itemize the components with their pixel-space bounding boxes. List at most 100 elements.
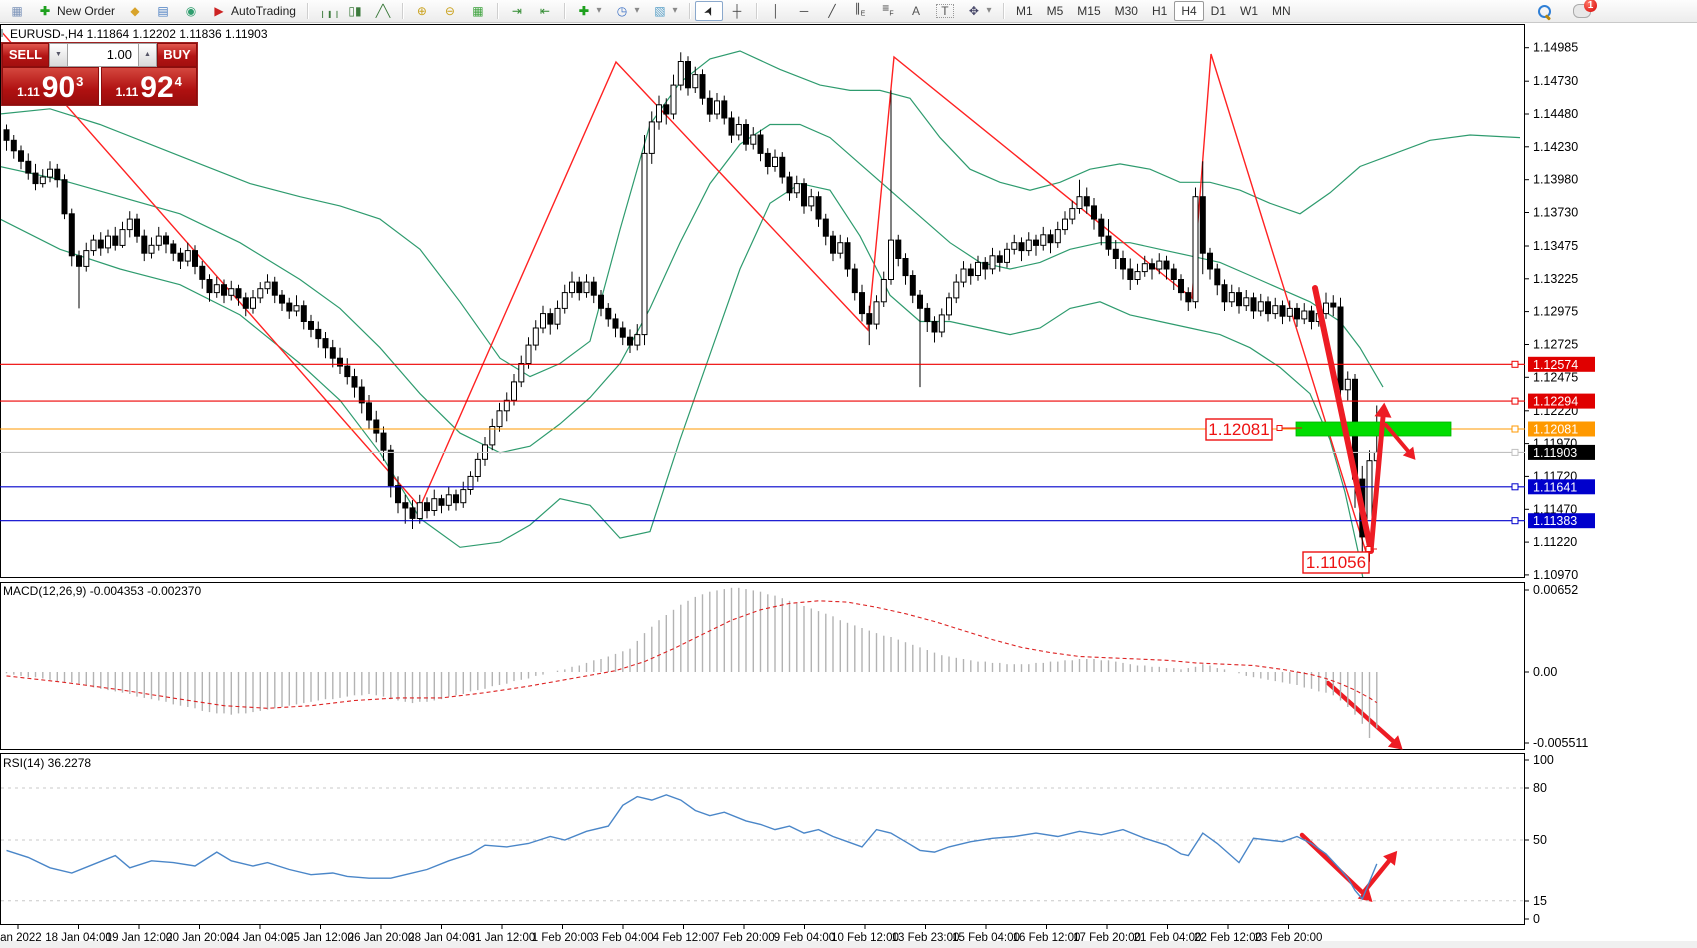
navigator-icon[interactable]: ◉ <box>177 1 205 21</box>
svg-text:1.13980: 1.13980 <box>1533 173 1578 187</box>
svg-text:50: 50 <box>1533 833 1547 847</box>
candlestick-chart-icon[interactable]: ▯▮ <box>341 1 369 21</box>
svg-text:0: 0 <box>1533 912 1540 926</box>
equidistant-channel-icon[interactable]: ∥E <box>846 1 874 21</box>
price-text-labels: 1.12081 1.11056 <box>1205 418 1377 574</box>
symbol-ohlc-line: EURUSD-,H4 1.11864 1.12202 1.11836 1.119… <box>10 27 268 41</box>
new-order-label: New Order <box>57 4 116 18</box>
svg-text:1.13475: 1.13475 <box>1533 239 1578 253</box>
svg-text:1.12081: 1.12081 <box>1208 420 1269 439</box>
rsi-label: RSI(14) 36.2278 <box>3 756 92 770</box>
text-label-1.12081[interactable]: 1.12081 <box>1205 418 1302 441</box>
notifications-icon[interactable]: 1 <box>1567 0 1597 21</box>
timeframe-w1[interactable]: W1 <box>1233 1 1265 21</box>
horizontal-line-icon[interactable]: ─ <box>790 1 818 21</box>
crosshair-icon[interactable]: ┼ <box>723 1 751 21</box>
macd-pane <box>5 587 1378 738</box>
zigzag-line[interactable] <box>0 30 1367 553</box>
price-badge-1.11641: 1.11641 <box>1528 479 1595 495</box>
volume-decrease-button[interactable]: ▼ <box>49 43 68 67</box>
text-label-1.11056[interactable]: 1.11056 <box>1302 546 1377 574</box>
auto-scroll-icon[interactable]: ⇥ <box>503 1 531 21</box>
svg-text:1.12574: 1.12574 <box>1533 358 1578 372</box>
macd-label: MACD(12,26,9) -0.004353 -0.002370 <box>3 584 202 598</box>
svg-text:1.13730: 1.13730 <box>1533 206 1578 220</box>
new-order-button[interactable]: ✚ New Order <box>31 1 121 21</box>
sell-price-button[interactable]: 1.11 90 3 <box>2 67 99 105</box>
svg-text:1.11383: 1.11383 <box>1533 514 1577 528</box>
svg-text:1.14480: 1.14480 <box>1533 107 1578 121</box>
chart-shift-icon[interactable]: ⇤ <box>531 1 559 21</box>
timeframe-h1[interactable]: H1 <box>1145 1 1174 21</box>
one-click-trading-panel: SELL ▼ 1.00 ▲ BUY 1.11 90 3 1.11 92 4 <box>1 42 198 106</box>
indicators-icon[interactable]: ✚ ▾ <box>570 1 608 21</box>
price-badge-1.11903: 1.11903 <box>1528 444 1595 460</box>
svg-text:1.11903: 1.11903 <box>1533 446 1577 460</box>
svg-text:1.14730: 1.14730 <box>1533 74 1578 88</box>
cursor-icon[interactable]: ➤ <box>694 1 723 21</box>
timeframe-group: M1 M5 M15 M30 H1 H4 D1 W1 MN <box>1006 0 1301 22</box>
svg-text:-0.005511: -0.005511 <box>1533 736 1588 750</box>
candles <box>3 52 1380 564</box>
fibonacci-icon[interactable]: ≡F <box>874 1 902 21</box>
price-badge-1.11383: 1.11383 <box>1528 513 1595 529</box>
horizontal-lines <box>0 360 1525 525</box>
volume-input[interactable]: 1.00 <box>68 43 138 67</box>
svg-text:1.11220: 1.11220 <box>1533 535 1577 549</box>
new-order-icon: ✚ <box>39 4 51 18</box>
bar-chart-icon[interactable]: ╷╻╷ <box>313 1 341 21</box>
timeframe-h4[interactable]: H4 <box>1174 1 1204 21</box>
autotrading-button[interactable]: ▶ AutoTrading <box>205 1 302 21</box>
autotrading-icon: ▶ <box>214 4 224 18</box>
buy-button[interactable]: BUY <box>157 43 197 67</box>
buy-price-button[interactable]: 1.11 92 4 <box>100 67 197 105</box>
styler-icon[interactable]: ◆ <box>121 1 149 21</box>
timeframe-m30[interactable]: M30 <box>1108 1 1145 21</box>
sell-button[interactable]: SELL <box>2 43 49 67</box>
new-chart-icon[interactable]: ▦ <box>3 1 31 21</box>
svg-text:1.14230: 1.14230 <box>1533 140 1578 154</box>
svg-text:1.12975: 1.12975 <box>1533 305 1578 319</box>
periods-icon[interactable]: ◷ ▾ <box>608 1 646 21</box>
svg-text:0.00: 0.00 <box>1533 665 1557 679</box>
window-bottom-strip <box>0 941 1697 948</box>
pane-borders <box>0 24 1525 925</box>
svg-text:1.12081: 1.12081 <box>1533 423 1578 437</box>
zoom-in-icon[interactable]: ⊕ <box>408 1 436 21</box>
timeframe-mn[interactable]: MN <box>1265 1 1298 21</box>
timeframe-d1[interactable]: D1 <box>1204 1 1233 21</box>
autotrading-label: AutoTrading <box>231 4 296 18</box>
svg-text:100: 100 <box>1533 753 1554 767</box>
svg-text:1.11641: 1.11641 <box>1533 480 1577 494</box>
tile-windows-icon[interactable]: ▦ <box>464 1 492 21</box>
price-badge-1.12294: 1.12294 <box>1528 393 1595 409</box>
vertical-line-icon[interactable]: │ <box>762 1 790 21</box>
timeframe-m1[interactable]: M1 <box>1009 1 1040 21</box>
svg-text:15: 15 <box>1533 894 1547 908</box>
line-chart-icon[interactable]: ╱╲ <box>369 1 397 21</box>
svg-text:1.14985: 1.14985 <box>1533 41 1578 55</box>
search-icon[interactable] <box>1532 1 1557 21</box>
templates-icon[interactable]: ▧ ▾ <box>646 1 684 21</box>
trendline-icon[interactable]: ╱ <box>818 1 846 21</box>
svg-text:1.12294: 1.12294 <box>1533 395 1578 409</box>
svg-text:1.11056: 1.11056 <box>1306 553 1366 572</box>
arrows-icon[interactable]: ✥ ▾ <box>960 1 998 21</box>
timeframe-m5[interactable]: M5 <box>1040 1 1071 21</box>
volume-increase-button[interactable]: ▲ <box>138 43 157 67</box>
text-icon[interactable]: A <box>902 1 930 21</box>
zoom-out-icon[interactable]: ⊖ <box>436 1 464 21</box>
svg-text:1.13225: 1.13225 <box>1533 272 1578 286</box>
text-label-icon[interactable]: T <box>930 1 960 21</box>
price-scale[interactable]: 1.14985 1.14730 1.14480 1.14230 1.13980 1.137… <box>1525 41 1595 926</box>
svg-text:1.12475: 1.12475 <box>1533 370 1578 384</box>
timeframe-m15[interactable]: M15 <box>1070 1 1107 21</box>
rsi-line <box>6 794 1378 901</box>
green-zone-rect[interactable] <box>1295 421 1452 437</box>
market-watch-icon[interactable]: ▤ <box>149 1 177 21</box>
price-badge-1.12081: 1.12081 <box>1528 421 1595 437</box>
svg-text:1.11470: 1.11470 <box>1533 502 1577 516</box>
svg-text:80: 80 <box>1533 781 1547 795</box>
